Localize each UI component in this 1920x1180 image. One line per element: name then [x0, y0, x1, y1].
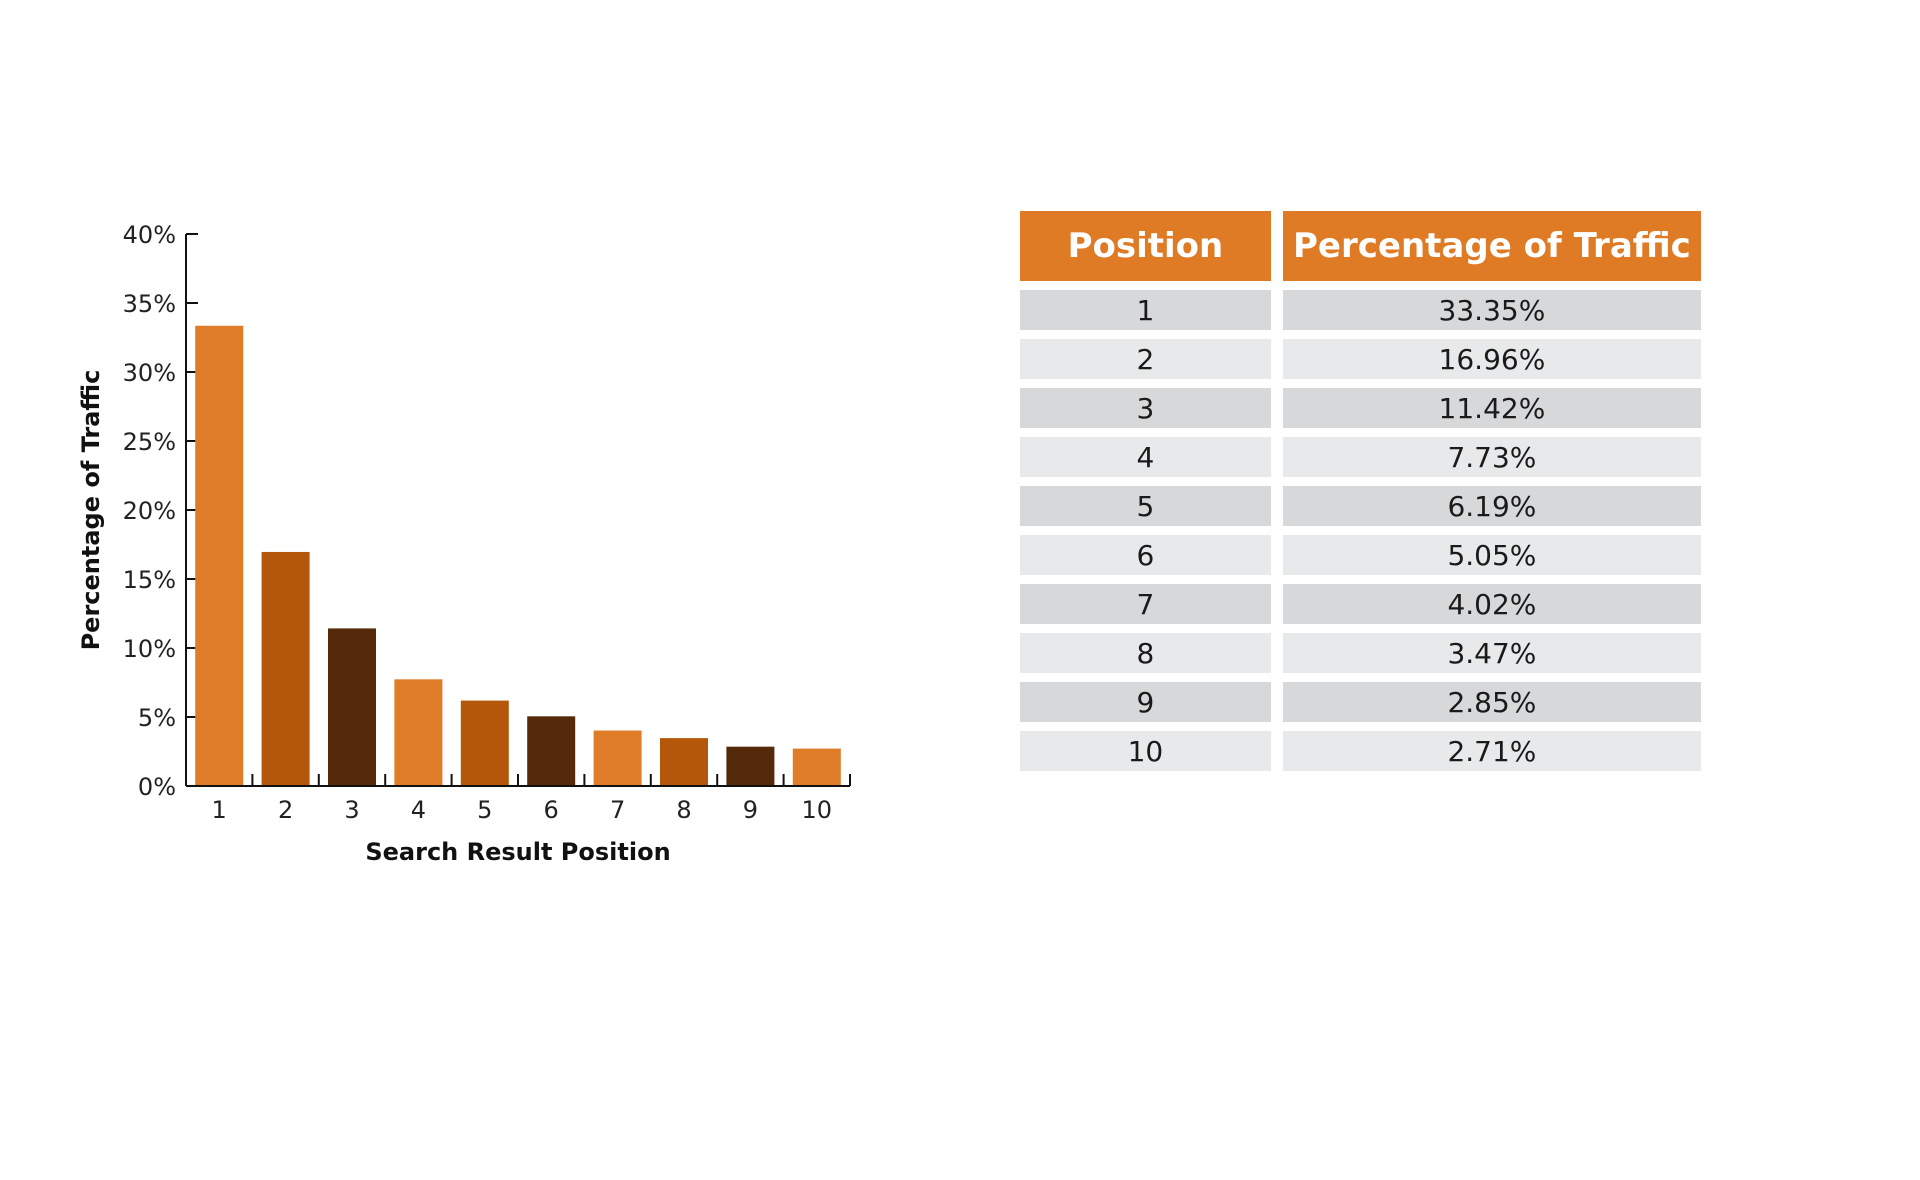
x-axis-title: Search Result Position [365, 838, 670, 866]
x-tick-label: 10 [802, 796, 833, 824]
table-row: 6 5.05% [1020, 535, 1701, 575]
bar-position-3 [328, 628, 376, 786]
position-cell: 6 [1020, 535, 1271, 575]
y-tick-label: 0% [138, 773, 176, 801]
traffic-bar-chart: 0% 5% 10% 15% 20% 25% 30% 35% 40% 1 2 3 4 5 6 7 8 9 10 Pe… [77, 221, 851, 866]
bar-position-7 [593, 730, 642, 786]
bar-position-9 [726, 746, 775, 786]
x-tick-label: 6 [544, 796, 559, 824]
bar-position-1 [195, 325, 244, 786]
table-row: 4 7.73% [1020, 437, 1701, 477]
bar-position-10 [792, 748, 841, 786]
bar-position-2 [261, 551, 310, 786]
y-tick-label: 15% [123, 566, 176, 594]
y-tick-label: 20% [123, 497, 176, 525]
table-header-row: Position Percentage of Traffic [1020, 211, 1701, 281]
y-tick-label: 40% [123, 221, 176, 249]
bar-position-8 [660, 738, 708, 786]
x-tick-label: 1 [212, 796, 227, 824]
percentage-cell: 11.42% [1282, 388, 1701, 428]
bar-position-4 [394, 679, 443, 786]
position-cell: 9 [1020, 682, 1271, 722]
y-axis-title: Percentage of Traffic [77, 370, 105, 651]
position-cell: 3 [1020, 388, 1271, 428]
position-cell: 8 [1020, 633, 1271, 673]
traffic-table: Position Percentage of Traffic 1 33.35% 2 1… [1008, 202, 1713, 780]
y-tick-label: 25% [123, 428, 176, 456]
y-tick-label: 5% [138, 704, 176, 732]
percentage-cell: 6.19% [1282, 486, 1701, 526]
table-row: 9 2.85% [1020, 682, 1701, 722]
bar-position-6 [527, 716, 576, 786]
bar-position-5 [460, 700, 509, 786]
position-cell: 5 [1020, 486, 1271, 526]
x-axis-ticks: 1 2 3 4 5 6 7 8 9 10 [212, 774, 851, 824]
table-row: 2 16.96% [1020, 339, 1701, 379]
position-cell: 2 [1020, 339, 1271, 379]
table-row: 10 2.71% [1020, 731, 1701, 771]
y-axis-ticks: 0% 5% 10% 15% 20% 25% 30% 35% 40% [123, 221, 198, 801]
y-tick-label: 10% [123, 635, 176, 663]
percentage-cell: 7.73% [1282, 437, 1701, 477]
table-row: 1 33.35% [1020, 290, 1701, 330]
position-cell: 1 [1020, 290, 1271, 330]
x-tick-label: 5 [477, 796, 492, 824]
y-tick-label: 30% [123, 359, 176, 387]
x-tick-label: 8 [676, 796, 691, 824]
percentage-cell: 2.85% [1282, 682, 1701, 722]
table-row: 3 11.42% [1020, 388, 1701, 428]
position-cell: 10 [1020, 731, 1271, 771]
position-cell: 7 [1020, 584, 1271, 624]
x-tick-label: 7 [610, 796, 625, 824]
percentage-cell: 3.47% [1282, 633, 1701, 673]
table-body: 1 33.35% 2 16.96% 3 11.42% 4 7.73% 5 6.19% 6 5.05% 7… [1020, 290, 1701, 771]
percentage-cell: 5.05% [1282, 535, 1701, 575]
position-cell: 4 [1020, 437, 1271, 477]
table-row: 8 3.47% [1020, 633, 1701, 673]
x-tick-label: 3 [344, 796, 359, 824]
percentage-cell: 4.02% [1282, 584, 1701, 624]
position-column-header: Position [1020, 211, 1271, 281]
percentage-cell: 16.96% [1282, 339, 1701, 379]
percentage-column-header: Percentage of Traffic [1282, 211, 1701, 281]
y-tick-label: 35% [123, 290, 176, 318]
percentage-cell: 33.35% [1282, 290, 1701, 330]
x-tick-label: 4 [411, 796, 426, 824]
table-row: 7 4.02% [1020, 584, 1701, 624]
percentage-cell: 2.71% [1282, 731, 1701, 771]
table-row: 5 6.19% [1020, 486, 1701, 526]
bars [195, 325, 841, 786]
x-tick-label: 2 [278, 796, 293, 824]
x-tick-label: 9 [743, 796, 758, 824]
